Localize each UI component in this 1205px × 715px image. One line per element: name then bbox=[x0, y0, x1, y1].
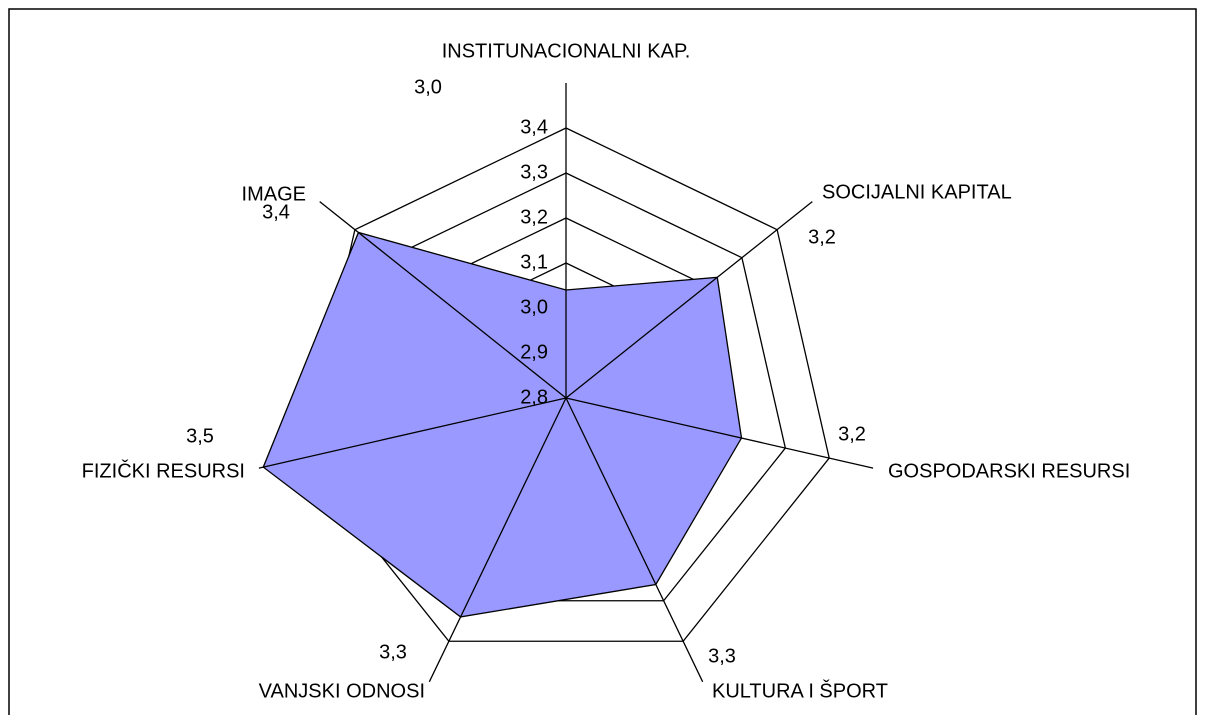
value-label: 3,0 bbox=[414, 76, 442, 98]
category-label: SOCIJALNI KAPITAL bbox=[822, 181, 1012, 203]
category-label: VANJSKI ODNOSI bbox=[259, 680, 425, 702]
tick-label: 3,1 bbox=[520, 251, 548, 273]
value-label: 3,3 bbox=[379, 641, 407, 663]
category-label: GOSPODARSKI RESURSI bbox=[888, 460, 1130, 482]
category-label: INSTITUNACIONALNI KAP. bbox=[442, 40, 691, 62]
value-label: 3,3 bbox=[708, 645, 736, 667]
value-label: 3,5 bbox=[186, 425, 214, 447]
value-label: 3,4 bbox=[262, 201, 290, 223]
axis-line bbox=[428, 397, 567, 683]
tick-label: 2,8 bbox=[520, 386, 548, 408]
tick-label: 2,9 bbox=[520, 341, 548, 363]
tick-label: 3,4 bbox=[520, 116, 548, 138]
category-label: FIZIČKI RESURSI bbox=[82, 459, 245, 482]
category-label: IMAGE bbox=[242, 183, 306, 205]
axis-line bbox=[319, 201, 567, 399]
value-label: 3,2 bbox=[838, 423, 866, 445]
tick-label: 3,3 bbox=[520, 161, 548, 183]
tick-label: 3,0 bbox=[520, 296, 548, 318]
axis-line bbox=[565, 397, 874, 469]
value-label: 3,2 bbox=[808, 226, 836, 248]
axis-line bbox=[258, 397, 567, 469]
data-area bbox=[262, 231, 743, 618]
axis-line bbox=[565, 397, 704, 683]
axis-line bbox=[565, 201, 813, 399]
category-label: KULTURA I ŠPORT bbox=[712, 679, 888, 702]
tick-label: 3,2 bbox=[520, 206, 548, 228]
